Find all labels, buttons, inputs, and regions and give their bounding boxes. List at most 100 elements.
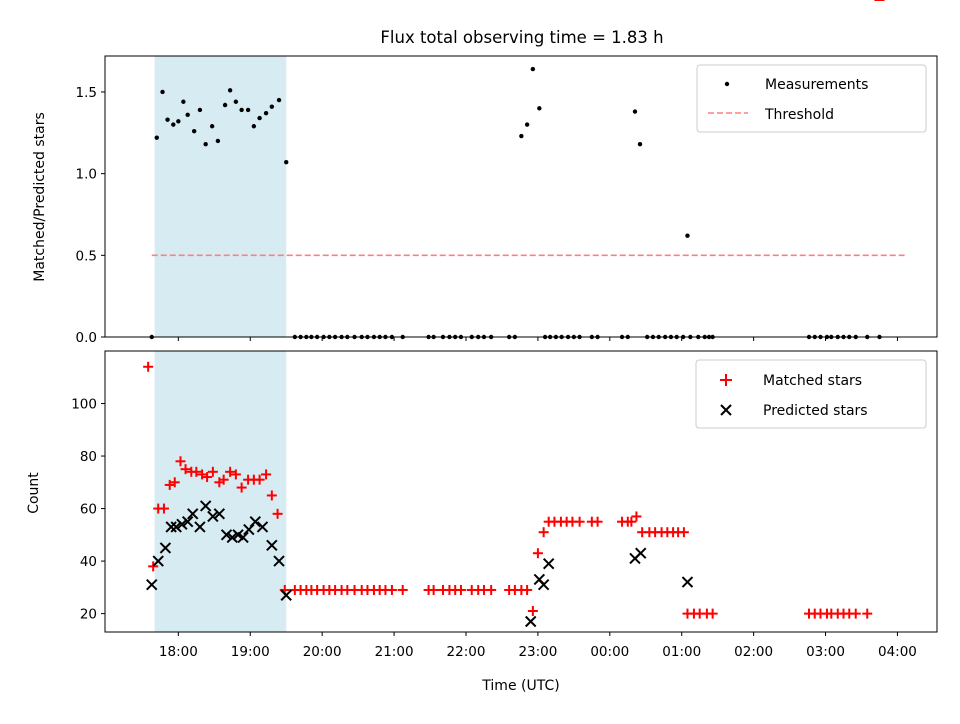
predicted-star-point [170,521,182,533]
bottom-plot-area: 20 40 60 80 100 18:00 19:00 20:00 21:00 22:00 23:… [71,0,938,660]
measurement-point [263,110,269,116]
top-y-axis-label: Matched/Predicted stars [32,112,48,282]
measurement-point [245,107,251,113]
predicted-star-point [176,518,188,531]
predicted-star-point [249,515,261,528]
matched-star-point [158,503,169,514]
matched-star-point [202,472,213,483]
measurement-point [637,142,643,147]
matched-star-point [592,516,603,527]
top-y-tick-label: 0.0 [76,330,97,346]
predicted-star-point [256,521,269,533]
predicted-star-point [266,539,278,552]
predicted-star-point [194,521,206,533]
x-tick-label: 00:00 [590,644,629,660]
matched-star-point [148,561,159,572]
top-highlight-span [154,56,287,337]
top-legend-box [696,64,927,133]
legend-label-measurements: Measurements [765,77,868,93]
measurement-point [197,107,203,113]
measurement-point [171,122,176,127]
predicted-stars-points [146,500,694,628]
measurement-point [209,124,215,129]
x-tick-label: 02:00 [734,644,773,660]
matched-star-point [207,466,218,477]
predicted-star-point [537,579,550,591]
measurement-point [530,66,536,72]
matched-star-point [678,527,689,538]
measurement-point [191,128,197,134]
measurement-point [160,89,165,95]
matched-star-point [386,584,397,595]
matched-star-point [175,456,186,467]
matched-star-point [197,469,208,480]
matched-star-point [164,479,175,490]
bottom-y-tick-label: 60 [80,502,97,518]
top-y-axis-ticks: 0.0 0.5 1.0 1.5 [76,85,105,346]
measurement-point [203,142,208,147]
x-tick-label: 20:00 [303,644,342,660]
predicted-star-point [213,508,226,520]
predicted-star-point [207,510,219,523]
predicted-star-point [146,579,158,591]
matched-star-point [230,469,241,480]
top-y-tick-label: 0.5 [76,248,97,264]
x-tick-label: 01:00 [662,644,701,660]
x-tick-label: 22:00 [447,644,486,660]
measurement-point [227,88,233,93]
x-tick-label: 21:00 [375,644,414,660]
matched-star-point [236,482,247,493]
matched-star-point [180,464,191,475]
matched-star-point [532,548,543,559]
measurement-point [524,122,530,127]
matched-star-point [862,608,873,619]
predicted-star-point [152,555,164,567]
matched-stars-points [143,0,885,619]
predicted-star-point [542,558,555,570]
bottom-y-tick-label: 80 [80,449,97,465]
matched-star-point [631,511,642,522]
predicted-star-point [635,547,647,559]
predicted-star-point [187,508,199,520]
measurement-point [176,119,181,124]
bottom-legend-box [695,359,927,429]
matched-star-point [143,361,154,372]
predicted-star-point [220,529,233,541]
top-plot-frame [104,55,938,338]
measurement-point [239,107,244,113]
matched-star-point [254,474,265,485]
predicted-star-point [226,531,238,544]
measurement-point [632,109,638,114]
bottom-plot-frame [104,350,938,633]
measurement-point [537,106,542,111]
bottom-y-tick-label: 20 [80,607,97,623]
x-tick-label: 18:00 [159,644,198,660]
measurement-point [215,138,221,144]
x-tick-label: 04:00 [878,644,917,660]
matched-star-point [191,466,202,477]
matched-star-point [455,584,466,595]
matched-star-point [428,584,439,595]
matched-star-point [850,608,861,619]
top-plot-area: 0.0 0.5 1.0 1.5 [76,55,938,346]
matched-star-point [225,466,236,477]
matched-star-point [397,584,408,595]
matched-star-point [266,490,277,501]
matched-star-point [626,516,637,527]
legend-marker-measurements [724,81,730,87]
measurement-point [233,99,239,104]
measurement-point [154,135,159,140]
x-tick-label: 19:00 [231,644,270,660]
matched-star-point [574,516,585,527]
matched-star-point [538,527,549,538]
x-tick-label: 03:00 [806,644,845,660]
measurement-point [257,115,262,121]
legend-label-threshold: Threshold [764,107,834,123]
bottom-highlight-span [154,351,287,632]
matched-star-point [218,474,229,485]
bottom-y-tick-label: 100 [71,397,97,413]
measurement-point [165,117,170,122]
predicted-star-point [237,531,249,544]
matched-star-point [522,584,533,595]
